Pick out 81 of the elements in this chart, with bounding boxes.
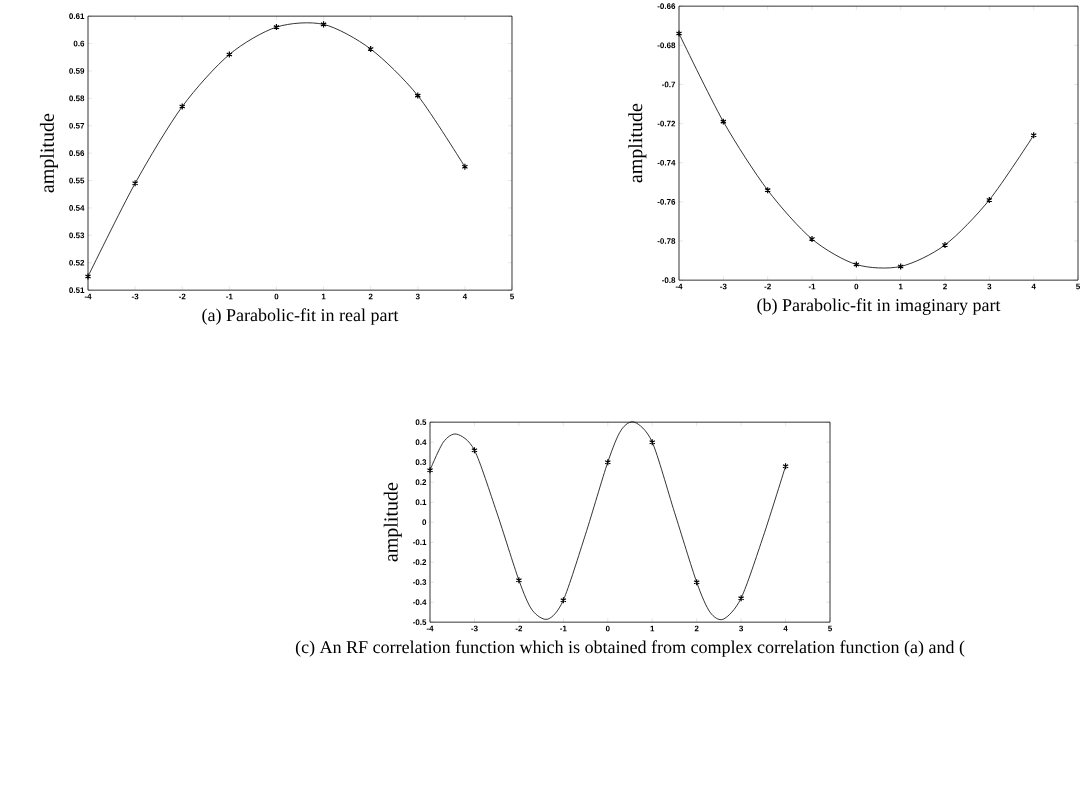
x-tick-label: -4 <box>426 625 434 632</box>
y-tick-label: 0.51 <box>69 287 85 293</box>
x-tick-label: 3 <box>987 283 992 290</box>
text: (b) Parabolic-fit in imaginary part <box>757 298 1001 315</box>
point <box>649 438 656 446</box>
point <box>941 241 949 249</box>
y-tick-label: -0.8 <box>662 277 676 283</box>
point <box>226 50 233 59</box>
x-tick-label: -2 <box>178 293 186 300</box>
x-tick-label: -4 <box>84 293 92 300</box>
x-tick-label: -3 <box>131 293 139 300</box>
y-tick-label: -0.4 <box>413 599 427 605</box>
x-tick-label: 3 <box>739 625 744 632</box>
x-tick-label: 1 <box>650 625 655 632</box>
point <box>515 576 523 584</box>
point <box>693 578 700 586</box>
y-tick-label: 0.3 <box>415 459 427 465</box>
y-tick-label: -0.68 <box>657 42 676 49</box>
x-tick-label: 4 <box>462 293 468 300</box>
x-tick-label: 2 <box>943 283 947 290</box>
y-tick-label: 0.54 <box>69 205 85 211</box>
y-tick-label: -0.2 <box>413 559 427 565</box>
x-tick-label: 5 <box>510 293 514 300</box>
x-tick-label: 4 <box>1031 283 1036 290</box>
x-tick-label: 4 <box>783 625 788 632</box>
x-tick-label: 3 <box>415 293 420 300</box>
x-tick-label: 5 <box>828 625 832 632</box>
x-tick-label: 0 <box>274 293 279 300</box>
x-tick-label: 1 <box>321 293 326 300</box>
y-tick-label: 0.61 <box>69 13 85 19</box>
y-tick-label: 0.53 <box>69 232 85 239</box>
point <box>273 23 280 31</box>
y-axis-title: amplitude <box>39 113 59 193</box>
x-tick-label: -3 <box>720 283 727 290</box>
y-tick-label: 0.52 <box>69 259 85 266</box>
point <box>367 45 374 53</box>
point <box>764 186 771 194</box>
y-tick-label: 0.55 <box>69 177 85 184</box>
y-axis-title: amplitude <box>383 482 402 562</box>
x-tick-label: -4 <box>675 283 683 290</box>
point <box>808 235 816 243</box>
y-tick-label: -0.74 <box>657 159 676 166</box>
x-tick-label: -2 <box>764 283 771 290</box>
y-tick-label: 0.57 <box>69 122 85 129</box>
y-tick-label: -0.1 <box>413 539 427 545</box>
x-tick-label: -1 <box>226 293 233 300</box>
y-tick-label: 0.6 <box>73 40 85 47</box>
y-tick-label: 0.1 <box>415 499 427 505</box>
x-tick-label: -1 <box>808 283 816 290</box>
y-tick-label: -0.5 <box>413 619 427 625</box>
x-tick-label: 2 <box>368 293 373 300</box>
y-tick-label: -0.76 <box>657 198 676 205</box>
x-tick-label: 0 <box>605 625 610 632</box>
y-tick-label: 0.4 <box>415 439 427 445</box>
y-tick-label: -0.66 <box>657 3 676 9</box>
y-tick-label: 0.59 <box>69 68 85 74</box>
x-tick-label: -2 <box>515 625 523 632</box>
y-tick-label: -0.7 <box>662 81 676 88</box>
point <box>414 91 421 100</box>
point <box>737 594 745 602</box>
y-tick-label: 0.5 <box>415 419 427 425</box>
y-tick-label: -0.72 <box>657 120 676 127</box>
y-tick-label: 0.56 <box>69 150 85 156</box>
text: (a) Parabolic-fit in real part <box>202 308 399 325</box>
x-tick-label: 1 <box>898 283 903 290</box>
x-tick-label: -1 <box>560 625 567 632</box>
point <box>604 458 611 466</box>
y-tick-label: 0.2 <box>415 479 427 485</box>
y-tick-label: -0.3 <box>413 579 427 585</box>
text: (c) An RF correlation function which is obtained from complex correlation function (a) and ( <box>295 640 965 657</box>
x-tick-label: 2 <box>694 625 699 632</box>
y-axis-title: amplitude <box>628 103 647 183</box>
y-tick-label: 0 <box>422 519 427 525</box>
x-tick-label: -3 <box>471 625 478 632</box>
point <box>131 179 139 187</box>
point <box>320 20 327 28</box>
x-tick-label: 5 <box>1076 283 1080 290</box>
point <box>560 596 567 604</box>
y-tick-label: 0.58 <box>69 95 85 102</box>
x-tick-label: 0 <box>854 283 859 290</box>
y-tick-label: -0.78 <box>657 238 676 244</box>
